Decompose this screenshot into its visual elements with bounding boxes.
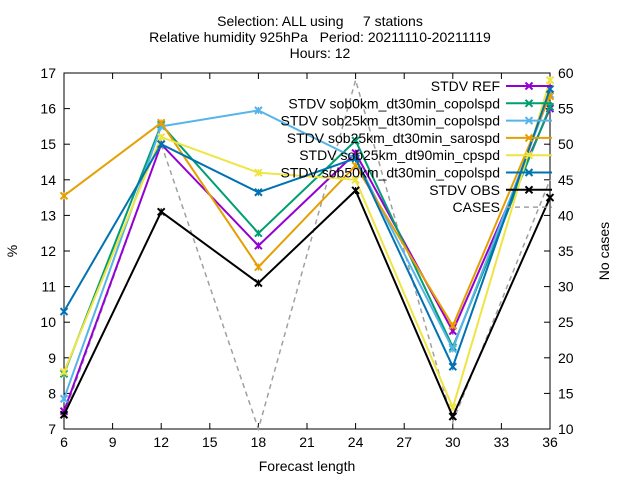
data-point-stdv-sob0km-dt30min-copolspd [254,228,263,238]
y2-tick-label: 45 [558,172,574,188]
y2-tick-label: 25 [558,314,574,330]
y-tick-label: 13 [40,207,56,223]
data-point-stdv-sob50km-dt30min-copolspd [156,139,166,149]
series-line-cases [63,77,551,432]
data-point-stdv-sob25km-dt90min-cpspd [59,367,69,377]
legend-entry-stdv-ref: STDV REF [431,78,552,94]
x-tick-label: 12 [153,434,169,450]
chart-title: Selection: ALL using 7 stations Relative… [149,13,491,61]
legend-entry-stdv-sob0km-dt30min-copolspd: STDV sob0km_dt30min_copolspd [288,95,552,111]
data-point-stdv-ref [254,241,263,250]
series-line-stdv-sob25km-dt30min-sarospd [63,95,551,328]
y-tick-label: 15 [40,136,56,152]
series-line-stdv-obs [63,188,551,419]
y2-tick-label: 50 [558,136,574,152]
data-point-stdv-obs [448,412,458,421]
legend-label: STDV OBS [429,182,500,198]
series-line-stdv-sob50km-dt30min-copolspd [63,88,551,370]
y-tick-label: 8 [48,385,56,401]
y-tick-label: 11 [41,279,56,295]
legend-label: STDV sob50km_dt30min_copolspd [281,165,500,181]
y2-tick-label: 30 [558,279,574,295]
data-point-stdv-sob25km-dt30min-sarospd [59,191,69,201]
legend-label: STDV sob0km_dt30min_copolspd [288,95,500,111]
x-tick-label: 24 [348,434,364,450]
data-point-stdv-sob0km-dt30min-copolspd [351,136,360,145]
x-tick-label: 36 [542,434,558,450]
y2-tick-label: 15 [558,385,574,401]
data-point-stdv-obs [254,278,263,288]
y2-tick-label: 60 [558,65,574,81]
legend-entry-stdv-sob25km-dt30min-sarospd: STDV sob25km_dt30min_sarospd [287,130,552,146]
title-line-3: Hours: 12 [290,45,351,61]
x-axis-label: Forecast length [259,458,356,474]
y-axis-label: % [4,245,20,257]
x-tick-label: 15 [202,434,218,450]
legend-entry-cases: CASES [453,199,552,215]
y-tick-label: 10 [40,314,56,330]
legend-label: STDV sob25km_dt30min_copolspd [281,113,500,129]
series-lines [59,75,555,432]
axes: 6 9 12 15 18 21 24 27 30 33 36 7 8 9 10 11 12 13 14 15 16 17 1… [40,65,573,450]
data-point-stdv-sob25km-dt30min-copolspd [254,106,263,115]
legend-label: STDV sob25km_dt30min_sarospd [287,130,500,146]
data-point-stdv-sob25km-dt90min-cpspd [156,132,166,142]
x-tick-label: 33 [494,434,510,450]
data-point-stdv-sob50km-dt30min-copolspd [448,362,458,371]
y2-tick-label: 10 [558,421,574,437]
x-tick-label: 18 [251,434,267,450]
series-line-stdv-ref [63,108,551,412]
data-point-stdv-obs [545,193,555,202]
x-tick-label: 27 [396,434,412,450]
data-point-stdv-sob50km-dt30min-copolspd [59,307,69,316]
y2-tick-label: 35 [558,243,574,259]
data-point-stdv-sob25km-dt30min-copolspd [448,344,458,354]
data-point-stdv-sob25km-dt90min-cpspd [351,175,360,185]
y2-tick-label: 40 [558,207,574,223]
data-point-stdv-sob25km-dt90min-cpspd [254,168,263,177]
legend-entry-stdv-sob25km-dt90min-cpspd: STDV sob25km_dt90min_cpspd [299,147,552,163]
x-tick-label: 6 [60,434,68,450]
data-point-stdv-sob25km-dt30min-sarospd [448,321,458,330]
x-tick-label: 9 [109,434,117,450]
y2-tick-label: 20 [558,350,574,366]
y-tick-label: 9 [48,350,56,366]
x-tick-label: 30 [445,434,461,450]
data-point-stdv-obs [351,186,360,195]
y-tick-label: 12 [40,243,56,259]
data-point-stdv-obs [156,207,166,217]
data-point-stdv-obs [59,410,69,419]
data-point-stdv-sob25km-dt30min-copolspd [59,394,69,403]
title-line-2: Relative humidity 925hPa Period: 2021111… [149,29,491,45]
data-point-stdv-sob50km-dt30min-copolspd [351,154,360,163]
data-point-stdv-sob25km-dt30min-sarospd [254,262,263,272]
legend-label: CASES [453,199,500,215]
y-tick-label: 17 [40,65,56,81]
data-point-stdv-sob25km-dt30min-sarospd [156,118,166,128]
legend-label: STDV sob25km_dt90min_cpspd [299,147,500,163]
y-tick-label: 7 [48,421,56,437]
data-point-stdv-sob0km-dt30min-copolspd [545,102,555,112]
data-point-stdv-sob50km-dt30min-copolspd [254,188,263,197]
title-line-1: Selection: ALL using 7 stations [217,13,423,29]
y-tick-label: 14 [40,172,56,188]
y-tick-label: 16 [40,101,56,117]
data-point-stdv-sob25km-dt90min-cpspd [545,75,555,85]
legend-entry-stdv-sob50km-dt30min-copolspd: STDV sob50km_dt30min_copolspd [281,165,552,181]
legend-entry-stdv-sob25km-dt30min-copolspd: STDV sob25km_dt30min_copolspd [281,113,552,129]
legend-label: STDV REF [431,78,500,94]
y2-axis-label: No cases [596,222,612,280]
legend-entry-stdv-obs: STDV OBS [429,182,552,198]
y2-tick-label: 55 [558,101,574,117]
x-tick-label: 21 [299,434,315,450]
